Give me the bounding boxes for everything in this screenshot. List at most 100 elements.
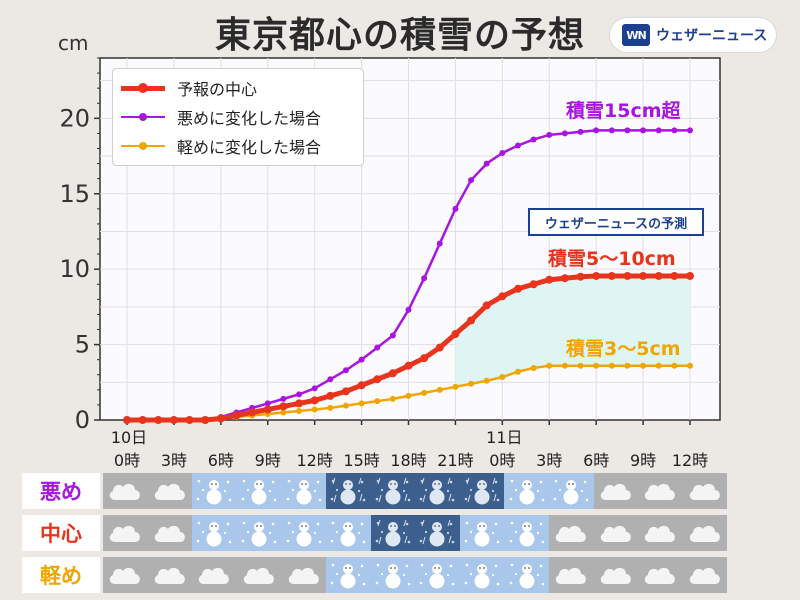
chart-title: 東京都心の積雪の予想 xyxy=(214,15,585,56)
cloud-icon xyxy=(147,557,193,593)
forecast-source-badge: ウェザーニュースの予測 xyxy=(528,208,704,236)
data-point-light xyxy=(530,364,537,371)
y-tick-label: 15 xyxy=(59,180,90,208)
data-point-heavy xyxy=(546,131,553,138)
data-point-center xyxy=(373,375,382,384)
data-point-center xyxy=(201,416,210,424)
x-tick-label: 9時 xyxy=(630,451,656,470)
data-point-light xyxy=(640,362,647,369)
data-point-center xyxy=(435,343,444,352)
logo-mark-icon: WN xyxy=(622,24,650,46)
cloud-icon xyxy=(549,557,594,593)
x-date-label: 10日 xyxy=(111,428,147,447)
data-point-light xyxy=(389,395,396,402)
snow-icon xyxy=(236,473,282,509)
x-tick-label: 0時 xyxy=(114,451,140,470)
heavy-snow-icon xyxy=(459,473,505,509)
data-point-heavy xyxy=(687,127,693,134)
y-axis-unit: cm xyxy=(58,31,88,55)
data-point-heavy xyxy=(421,275,428,282)
data-point-heavy xyxy=(468,177,475,184)
data-point-heavy xyxy=(436,240,443,247)
snow-icon xyxy=(370,557,416,593)
heavy-snow-icon xyxy=(370,515,416,551)
data-point-heavy xyxy=(327,376,334,383)
data-point-heavy xyxy=(577,128,584,135)
data-point-center xyxy=(279,402,288,411)
data-point-center xyxy=(185,416,194,424)
annotation-heavy: 積雪15cm超 xyxy=(566,100,681,122)
x-tick-label: 18時 xyxy=(390,451,426,470)
data-point-center xyxy=(467,316,476,325)
data-point-center xyxy=(576,272,585,281)
weather-row-label: 中心 xyxy=(22,515,100,551)
data-point-light xyxy=(436,386,443,393)
data-point-light xyxy=(296,407,303,414)
data-point-heavy xyxy=(342,367,349,374)
legend-label-center: 予報の中心 xyxy=(177,80,258,99)
data-point-center xyxy=(420,354,429,363)
cloud-icon xyxy=(682,557,728,593)
data-point-center xyxy=(154,416,163,424)
data-point-heavy xyxy=(358,356,365,363)
data-point-heavy xyxy=(671,127,678,134)
data-point-light xyxy=(342,402,349,409)
snow-icon xyxy=(236,515,282,551)
data-point-center xyxy=(560,274,569,283)
data-point-center xyxy=(482,301,491,310)
annotation-center: 積雪5〜10cm xyxy=(548,248,676,270)
cloud-icon xyxy=(147,473,193,509)
data-point-heavy xyxy=(655,127,662,134)
data-point-heavy xyxy=(499,150,506,157)
data-point-light xyxy=(311,406,318,413)
cloud-icon xyxy=(103,557,148,593)
data-point-light xyxy=(655,362,662,369)
data-point-heavy xyxy=(452,205,459,212)
cloud-icon xyxy=(192,557,237,593)
data-point-light xyxy=(327,404,334,411)
data-point-light xyxy=(624,362,631,369)
data-point-light xyxy=(421,389,428,396)
data-point-center xyxy=(670,271,679,280)
x-tick-label: 9時 xyxy=(255,451,281,470)
data-point-center xyxy=(545,275,554,284)
weather-row-label: 軽め xyxy=(22,557,100,593)
data-point-heavy xyxy=(530,136,537,143)
weather-row-label: 悪め xyxy=(22,473,100,509)
data-point-light xyxy=(577,362,584,369)
data-point-center xyxy=(451,330,460,339)
x-tick-label: 3時 xyxy=(161,451,187,470)
heavy-snow-icon xyxy=(415,473,460,509)
data-point-light xyxy=(499,374,506,381)
data-point-center xyxy=(529,280,538,289)
data-point-center xyxy=(138,416,147,424)
data-point-light xyxy=(608,362,615,369)
data-point-light xyxy=(452,383,459,390)
annotation-light: 積雪3〜5cm xyxy=(566,338,681,360)
x-date-label: 11日 xyxy=(486,428,522,447)
snow-icon xyxy=(459,557,505,593)
x-tick-label: 3時 xyxy=(536,451,562,470)
x-tick-label: 12時 xyxy=(296,451,332,470)
data-point-light xyxy=(358,400,365,407)
data-point-center xyxy=(513,284,522,293)
data-point-center xyxy=(216,414,225,423)
data-point-heavy xyxy=(296,391,303,398)
legend-item-light: 軽めに変化した場合 xyxy=(113,133,321,159)
x-tick-label: 15時 xyxy=(343,451,379,470)
snow-icon xyxy=(326,515,371,551)
cloud-icon xyxy=(103,473,148,509)
data-point-center xyxy=(592,271,601,280)
x-tick-label: 12時 xyxy=(672,451,708,470)
data-point-light xyxy=(593,362,600,369)
data-point-heavy xyxy=(389,332,396,339)
y-tick-label: 10 xyxy=(59,255,90,283)
snow-icon xyxy=(504,473,549,509)
data-point-center xyxy=(326,391,335,400)
x-tick-label: 6時 xyxy=(208,451,234,470)
data-point-light xyxy=(561,362,568,369)
data-point-light xyxy=(687,362,693,369)
cloud-icon xyxy=(638,515,683,551)
cloud-icon xyxy=(103,515,148,551)
snow-icon xyxy=(192,473,237,509)
